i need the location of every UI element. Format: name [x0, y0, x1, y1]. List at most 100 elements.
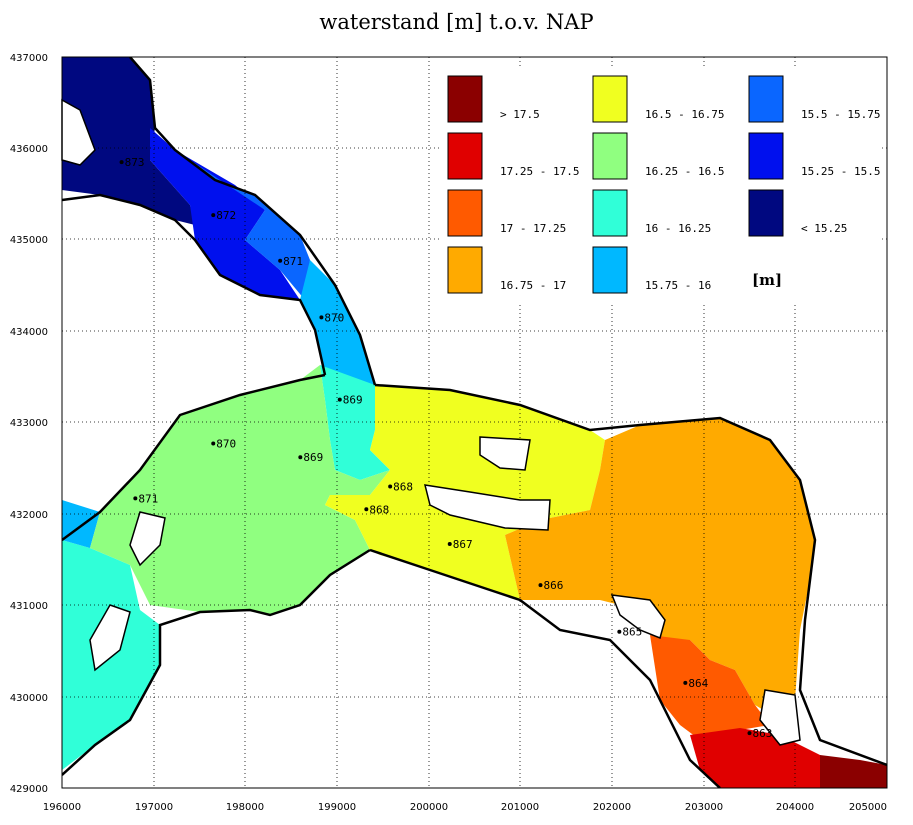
legend-label: 17.25 - 17.5: [500, 165, 579, 178]
station-label: 866: [544, 579, 564, 592]
x-tick-label: 205000: [849, 802, 887, 813]
legend-swatch: [592, 132, 628, 180]
region-17-25-17-5: [690, 728, 840, 788]
station-label: 870: [324, 311, 344, 324]
region-17-17-25: [650, 635, 770, 740]
legend-label: 16.75 - 17: [500, 279, 566, 292]
station-dot: [211, 441, 216, 446]
legend-swatch: [592, 75, 628, 123]
station-dot: [364, 507, 369, 512]
station-label: 863: [753, 727, 773, 740]
station-marker: 866: [538, 579, 564, 592]
station-dot: [538, 583, 543, 588]
station-marker: 871: [278, 255, 303, 268]
station-marker: 867: [447, 538, 473, 551]
station-dot: [617, 629, 622, 634]
y-tick-label: 435000: [10, 235, 48, 246]
y-tick-label: 429000: [10, 784, 48, 795]
station-dot: [319, 315, 324, 320]
station-marker: 868: [364, 503, 389, 516]
x-tick-label: 197000: [135, 802, 173, 813]
x-tick-label: 203000: [685, 802, 723, 813]
legend-label: 15.75 - 16: [645, 279, 711, 292]
station-dot: [278, 258, 283, 263]
station-marker: 871: [133, 492, 158, 505]
station-marker: 872: [211, 209, 236, 222]
legend-swatch: [447, 246, 483, 294]
legend-swatch: [447, 132, 483, 180]
x-tick-label: 204000: [776, 802, 814, 813]
x-tick-label: 201000: [501, 802, 539, 813]
region-below-15-25: [62, 57, 195, 225]
station-label: 864: [688, 677, 708, 690]
island-2: [129, 511, 166, 567]
legend-label: 17 - 17.25: [500, 222, 566, 235]
station-marker: 865: [617, 626, 642, 639]
region-15-25-15-5: [150, 128, 300, 300]
legend-label: 15.25 - 15.5: [801, 165, 880, 178]
station-label: 865: [622, 626, 642, 639]
island-4: [479, 436, 531, 471]
station-dot: [388, 484, 393, 489]
station-markers: 873 872 871 870 869 870 869 871 868 868 867 866 865 8…: [119, 156, 773, 740]
station-label: 871: [283, 255, 303, 268]
station-dot: [337, 397, 342, 402]
station-label: 869: [303, 451, 323, 464]
station-marker: 870: [211, 438, 236, 451]
station-label: 870: [216, 438, 236, 451]
y-axis: 437000 436000 435000 434000 433000 43200…: [10, 53, 48, 795]
station-label: 868: [369, 503, 389, 516]
station-dot: [683, 680, 688, 685]
region-15-75-16: [300, 255, 375, 385]
station-label: 867: [453, 538, 473, 551]
station-dot: [211, 213, 216, 218]
dike-lines: [62, 57, 887, 788]
station-marker: 863: [747, 727, 773, 740]
legend-label: > 17.5: [500, 108, 540, 121]
legend-unit: [m]: [752, 271, 782, 289]
island-5: [423, 484, 551, 531]
station-label: 868: [393, 480, 413, 493]
legend: > 17.5 17.25 - 17.5 17 - 17.25 16.75 - 17 16…: [440, 68, 880, 304]
legend-background: [440, 68, 880, 304]
station-marker: 868: [388, 480, 413, 493]
station-dot: [747, 731, 752, 736]
y-tick-label: 432000: [10, 510, 48, 521]
station-label: 873: [125, 156, 145, 169]
station-label: 872: [216, 209, 236, 222]
legend-label: 15.5 - 15.75: [801, 108, 880, 121]
station-marker: 869: [298, 451, 323, 464]
y-tick-label: 430000: [10, 693, 48, 704]
islands: [61, 98, 801, 746]
station-label: 869: [343, 394, 363, 407]
x-tick-label: 202000: [593, 802, 631, 813]
station-dot: [133, 496, 138, 501]
legend-swatch: [748, 132, 784, 180]
legend-swatch: [447, 189, 483, 237]
station-dot: [119, 160, 124, 165]
station-label: 871: [138, 492, 158, 505]
legend-label: < 15.25: [801, 222, 847, 235]
legend-swatch: [748, 189, 784, 237]
legend-label: 16.5 - 16.75: [645, 108, 724, 121]
legend-swatch: [447, 75, 483, 123]
x-tick-label: 198000: [226, 802, 264, 813]
x-axis: 196000 197000 198000 199000 200000 20100…: [43, 802, 887, 813]
station-marker: 870: [319, 311, 344, 324]
legend-swatch: [592, 189, 628, 237]
station-marker: 873: [119, 156, 145, 169]
station-dot: [447, 542, 452, 547]
legend-label: 16 - 16.25: [645, 222, 711, 235]
legend-label: 16.25 - 16.5: [645, 165, 724, 178]
region-above-17-5: [820, 755, 887, 788]
legend-swatch: [748, 75, 784, 123]
region-15-5-15-75: [175, 150, 310, 300]
island-6: [610, 594, 666, 640]
region-16-75-17: [505, 418, 815, 720]
station-dot: [298, 455, 303, 460]
y-tick-label: 431000: [10, 601, 48, 612]
x-tick-label: 196000: [43, 802, 81, 813]
y-tick-label: 433000: [10, 418, 48, 429]
region-15-75-16-left: [62, 500, 100, 548]
